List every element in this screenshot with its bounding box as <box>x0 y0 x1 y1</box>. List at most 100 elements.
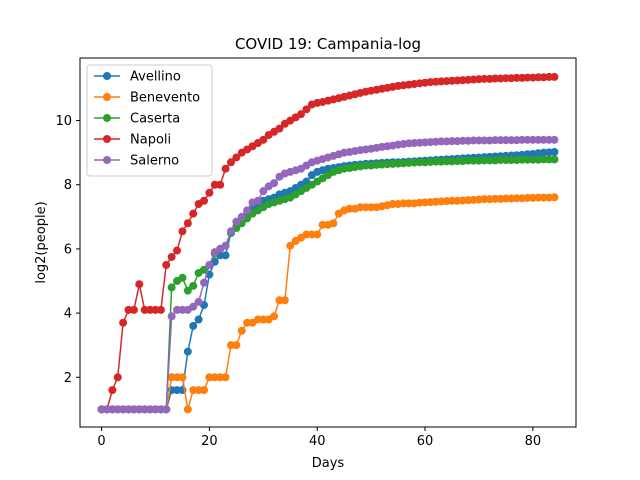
data-point <box>129 305 138 314</box>
data-point <box>550 72 559 81</box>
legend: Avellino Benevento Caserta Napoli Salerno <box>86 64 213 177</box>
data-point <box>200 278 208 287</box>
data-point <box>550 135 559 144</box>
legend-box <box>86 64 213 177</box>
y-tick-label: 10 <box>55 114 72 129</box>
legend-label: Salerno <box>130 154 179 169</box>
data-point <box>297 110 306 119</box>
data-point <box>183 405 192 414</box>
data-point <box>226 227 235 236</box>
data-point <box>253 196 262 205</box>
data-point <box>162 405 171 414</box>
y-tick-label: 4 <box>64 307 72 322</box>
data-point <box>232 217 241 226</box>
legend-item-avellino: Avellino <box>94 70 181 85</box>
series-caserta <box>97 155 559 414</box>
data-point <box>270 312 279 321</box>
data-point <box>178 273 187 282</box>
data-point <box>232 341 241 350</box>
data-point <box>216 180 225 189</box>
legend-item-salerno: Salerno <box>94 154 179 169</box>
data-point <box>550 193 559 202</box>
data-point <box>259 187 268 196</box>
data-point <box>162 260 171 269</box>
x-tick-label: 40 <box>309 434 326 449</box>
data-point <box>183 286 192 295</box>
legend-label: Avellino <box>130 70 181 85</box>
legend-item-benevento: Benevento <box>94 91 200 106</box>
legend-marker <box>103 114 111 122</box>
data-point <box>302 105 311 114</box>
legend-marker <box>103 72 111 80</box>
data-point <box>200 265 208 274</box>
data-point <box>178 373 187 382</box>
data-point <box>178 227 187 236</box>
data-point <box>232 153 241 162</box>
data-point <box>113 373 122 382</box>
y-tick-label: 8 <box>64 178 72 193</box>
data-point <box>108 386 117 395</box>
y-axis: 2 4 6 8 10 <box>55 114 80 386</box>
data-point <box>221 164 230 173</box>
data-point <box>221 241 230 250</box>
data-point <box>550 155 559 164</box>
data-point <box>221 251 230 260</box>
data-point <box>280 296 289 305</box>
data-point <box>226 158 235 167</box>
series-line <box>101 139 555 411</box>
y-axis-label: log2(people) <box>34 201 49 283</box>
legend-marker <box>103 156 111 164</box>
data-point <box>275 124 284 133</box>
legend-marker <box>103 135 111 143</box>
series-benevento <box>97 193 559 414</box>
legend-label: Caserta <box>130 112 180 127</box>
series-avellino <box>97 148 559 414</box>
data-point <box>183 219 192 228</box>
legend-label: Benevento <box>130 91 200 106</box>
x-axis-label: Days <box>312 456 345 471</box>
data-point <box>329 219 338 228</box>
legend-item-napoli: Napoli <box>94 133 171 148</box>
data-point <box>270 179 279 188</box>
data-point <box>189 209 198 218</box>
data-point <box>286 241 295 250</box>
y-tick-label: 6 <box>64 242 72 257</box>
data-point <box>135 280 144 289</box>
data-point <box>189 302 198 311</box>
data-point <box>205 260 214 269</box>
data-point <box>167 312 176 321</box>
data-point <box>237 326 246 335</box>
data-point <box>189 281 198 290</box>
data-point <box>550 148 559 157</box>
data-point <box>221 373 230 382</box>
legend-marker <box>103 93 111 101</box>
data-point <box>194 297 203 306</box>
data-point <box>167 283 176 292</box>
data-point <box>156 305 165 314</box>
chart-title: COVID 19: Campania-log <box>235 35 421 53</box>
x-tick-label: 60 <box>417 434 434 449</box>
data-point <box>194 315 203 324</box>
data-point <box>200 386 208 395</box>
x-tick-label: 0 <box>97 434 105 449</box>
plot-frame <box>79 57 577 428</box>
data-point <box>243 206 252 215</box>
data-point <box>119 318 128 327</box>
series-salerno <box>97 135 559 414</box>
x-axis: 0 20 40 60 80 <box>97 427 541 449</box>
legend-item-caserta: Caserta <box>94 112 180 127</box>
data-point <box>259 135 268 144</box>
data-point <box>205 188 214 197</box>
data-point <box>173 246 182 255</box>
data-point <box>183 347 192 356</box>
y-tick-label: 2 <box>64 371 72 386</box>
x-tick-label: 80 <box>525 434 542 449</box>
data-point <box>313 230 322 239</box>
legend-label: Napoli <box>130 133 171 148</box>
data-point <box>189 321 198 330</box>
data-point <box>237 212 246 221</box>
data-point <box>200 196 208 205</box>
series-line <box>101 151 555 411</box>
data-point <box>167 252 176 261</box>
